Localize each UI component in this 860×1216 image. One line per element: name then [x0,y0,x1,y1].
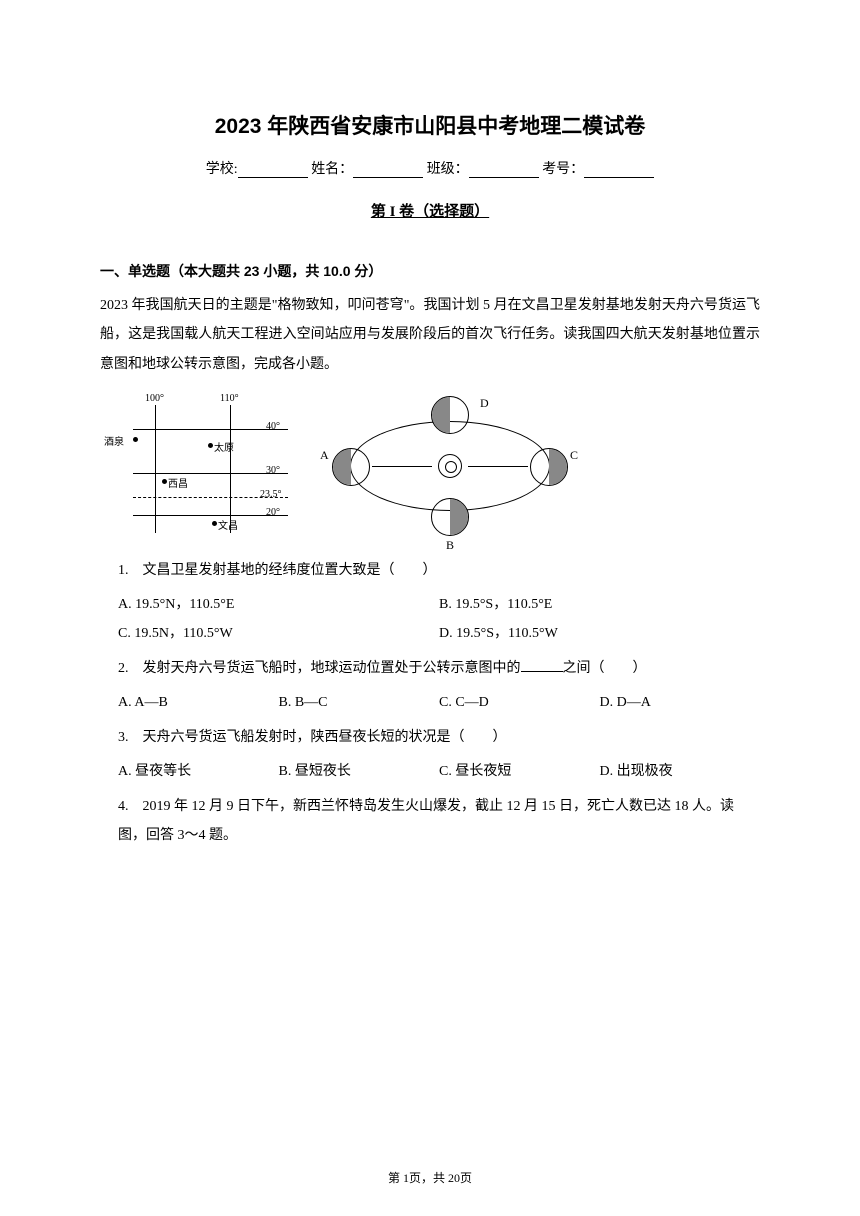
question-4: 4. 2019 年 12 月 9 日下午，新西兰怀特岛发生火山爆发，截止 12 … [100,792,760,851]
question-type-header: 一、单选题（本大题共 23 小题，共 10.0 分） [100,261,760,281]
earth-a [332,448,370,486]
q1-opt-b[interactable]: B. 19.5°S，110.5°E [439,590,760,619]
name-blank[interactable] [353,164,423,178]
q3-opt-d[interactable]: D. 出现极夜 [600,757,761,786]
q1-opt-d[interactable]: D. 19.5°S，110.5°W [439,619,760,648]
dot-wenchang [212,521,217,526]
lat-23: 23.5° [260,489,282,500]
exam-title: 2023 年陕西省安康市山阳县中考地理二模试卷 [100,110,760,140]
label-b: B [446,538,454,553]
q2-options: A. A—B B. B—C C. C—D D. D—A [100,688,760,717]
label-c: C [570,448,578,463]
class-label: 班级： [427,162,469,177]
sun-icon [438,454,462,478]
figure-row: 100° 110° 40° 30° 23.5° 20° 酒泉 太原 西昌 文昌 … [100,393,760,538]
passage-text: 2023 年我国航天日的主题是"格物致知，叩问苍穹"。我国计划 5 月在文昌卫星… [100,291,760,379]
school-blank[interactable] [238,164,308,178]
lon-110: 110° [220,393,239,404]
lon-100: 100° [145,393,164,404]
q3-text: 天舟六号货运飞船发射时，陕西昼夜长短的状况是（ ） [143,730,507,745]
q2-opt-b[interactable]: B. B—C [279,688,440,717]
map-diagram: 100° 110° 40° 30° 23.5° 20° 酒泉 太原 西昌 文昌 [100,393,290,538]
dot-jiuquan [133,437,138,442]
earth-d [431,396,469,434]
school-label: 学校: [206,162,238,177]
q2-opt-c[interactable]: C. C—D [439,688,600,717]
q4-text: 2019 年 12 月 9 日下午，新西兰怀特岛发生火山爆发，截止 12 月 1… [118,799,734,843]
q3-opt-c[interactable]: C. 昼长夜短 [439,757,600,786]
id-label: 考号： [542,162,584,177]
q2-text-post: 之间（ ） [563,661,647,676]
dot-xichang [162,479,167,484]
name-label: 姓名： [311,162,353,177]
city-jiuquan: 酒泉 [104,433,124,448]
earth-c [530,448,568,486]
page-footer: 第 1页，共 20页 [0,1169,860,1186]
q4-num: 4. [118,799,129,814]
q2-blank [521,671,563,672]
class-blank[interactable] [469,164,539,178]
earth-b [431,498,469,536]
q1-opt-c[interactable]: C. 19.5N，110.5°W [118,619,439,648]
question-2: 2. 发射天舟六号货运飞船时，地球运动位置处于公转示意图中的 之间（ ） [100,654,760,683]
city-wenchang: 文昌 [218,517,238,532]
q2-opt-a[interactable]: A. A—B [118,688,279,717]
question-1: 1. 文昌卫星发射基地的经纬度位置大致是（ ） [100,556,760,585]
q3-opt-b[interactable]: B. 昼短夜长 [279,757,440,786]
q3-num: 3. [118,730,129,745]
id-blank[interactable] [584,164,654,178]
q1-options: A. 19.5°N，110.5°E B. 19.5°S，110.5°E C. 1… [100,590,760,649]
dot-taiyuan [208,443,213,448]
student-info-line: 学校: 姓名： 班级： 考号： [100,158,760,178]
lat-40: 40° [266,421,280,432]
label-d: D [480,396,489,411]
question-3: 3. 天舟六号货运飞船发射时，陕西昼夜长短的状况是（ ） [100,723,760,752]
q2-num: 2. [118,661,129,676]
q2-text-pre: 发射天舟六号货运飞船时，地球运动位置处于公转示意图中的 [143,661,521,676]
section-header: 第 I 卷（选择题） [100,200,760,221]
q1-opt-a[interactable]: A. 19.5°N，110.5°E [118,590,439,619]
lat-20: 20° [266,507,280,518]
lat-30: 30° [266,465,280,476]
orbit-diagram: A B C D [320,396,580,536]
q2-opt-d[interactable]: D. D—A [600,688,761,717]
q3-opt-a[interactable]: A. 昼夜等长 [118,757,279,786]
q1-num: 1. [118,563,129,578]
q3-options: A. 昼夜等长 B. 昼短夜长 C. 昼长夜短 D. 出现极夜 [100,757,760,786]
label-a: A [320,448,329,463]
city-taiyuan: 太原 [214,439,234,454]
q1-text: 文昌卫星发射基地的经纬度位置大致是（ ） [143,563,437,578]
city-xichang: 西昌 [168,475,188,490]
